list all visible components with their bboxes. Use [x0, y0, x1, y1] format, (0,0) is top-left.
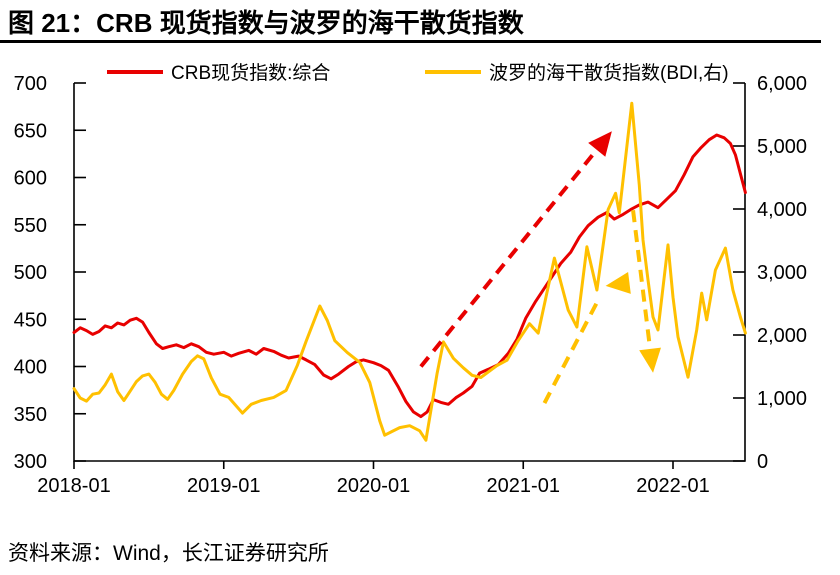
axes: 700 650 600 550 500 450 400 350 300 6,000 5,000 4,0…: [14, 73, 807, 497]
legend-label: 波罗的海干散货指数(BDI,右): [489, 62, 729, 84]
left-axis-tick-label: 600: [14, 168, 47, 190]
right-axis-tick-label: 0: [757, 451, 768, 473]
x-axis-tick-label: 2018-01: [37, 475, 110, 497]
left-axis-tick-label: 500: [14, 262, 47, 284]
right-axis-tick-label: 1,000: [757, 388, 807, 410]
legend-item-crb: CRB现货指数:综合: [107, 62, 330, 84]
left-axis-tick-label: 300: [14, 451, 47, 473]
annotation-bdi-rise-arrow: [542, 272, 631, 404]
line-chart: 700 650 600 550 500 450 400 350 300 6,000 5,000 4,0…: [14, 62, 807, 497]
right-axis-tick-label: 4,000: [757, 199, 807, 221]
arrow-head: [588, 131, 612, 157]
x-axis-tick-label: 2019-01: [187, 475, 260, 497]
right-axis-tick-label: 6,000: [757, 73, 807, 95]
right-axis-tick-label: 2,000: [757, 325, 807, 347]
right-axis-tick-label: 5,000: [757, 136, 807, 158]
series-bdi-line: [72, 101, 747, 442]
left-axis-tick-label: 550: [14, 215, 47, 237]
left-axis-tick-label: 450: [14, 309, 47, 331]
source-note: 资料来源：Wind，长江证券研究所: [8, 542, 329, 565]
figure-title: 图 21：CRB 现货指数与波罗的海干散货指数: [8, 8, 524, 38]
x-axis-tick-label: 2021-01: [487, 475, 560, 497]
left-axis-tick-label: 350: [14, 404, 47, 426]
arrow-head: [605, 272, 631, 294]
annotation-crb-rise-arrow: [419, 131, 612, 368]
left-axis-tick-label: 400: [14, 357, 47, 379]
legend-label: CRB现货指数:综合: [171, 62, 330, 84]
x-axis-tick-label: 2022-01: [636, 475, 709, 497]
arrow-head: [639, 347, 661, 373]
left-axis-tick-label: 650: [14, 120, 47, 142]
x-axis-tick-label: 2020-01: [337, 475, 410, 497]
title-divider: [0, 40, 821, 43]
annotation-bdi-fall-arrow: [631, 210, 661, 373]
left-axis-tick-label: 700: [14, 73, 47, 95]
series-crb-line: [72, 133, 747, 419]
right-axis-tick-label: 3,000: [757, 262, 807, 284]
legend-item-bdi: 波罗的海干散货指数(BDI,右): [425, 62, 729, 84]
